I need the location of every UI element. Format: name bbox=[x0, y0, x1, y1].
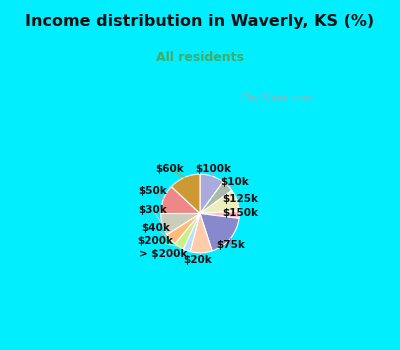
Text: $50k: $50k bbox=[139, 186, 168, 196]
Text: Income distribution in Waverly, KS (%): Income distribution in Waverly, KS (%) bbox=[26, 14, 374, 29]
Wedge shape bbox=[161, 187, 200, 214]
Wedge shape bbox=[183, 214, 200, 252]
Text: $75k: $75k bbox=[216, 240, 245, 250]
Text: $30k: $30k bbox=[139, 205, 168, 215]
Wedge shape bbox=[200, 182, 232, 214]
Wedge shape bbox=[200, 211, 239, 218]
Text: $20k: $20k bbox=[184, 256, 212, 265]
Text: $60k: $60k bbox=[155, 164, 184, 174]
Wedge shape bbox=[200, 214, 239, 251]
Text: $10k: $10k bbox=[220, 177, 249, 187]
Text: > $200k: > $200k bbox=[139, 249, 187, 259]
Wedge shape bbox=[171, 174, 200, 214]
Wedge shape bbox=[175, 214, 200, 249]
Wedge shape bbox=[200, 190, 239, 214]
Wedge shape bbox=[167, 214, 200, 244]
Text: $150k: $150k bbox=[222, 209, 258, 218]
Text: $100k: $100k bbox=[195, 164, 231, 174]
Text: $200k: $200k bbox=[137, 236, 173, 246]
Text: City-Data.com: City-Data.com bbox=[239, 94, 314, 104]
Wedge shape bbox=[190, 214, 212, 253]
Text: All residents: All residents bbox=[156, 51, 244, 64]
Wedge shape bbox=[200, 174, 223, 214]
Text: $125k: $125k bbox=[222, 194, 258, 204]
Wedge shape bbox=[161, 214, 200, 235]
Text: $40k: $40k bbox=[141, 223, 170, 233]
